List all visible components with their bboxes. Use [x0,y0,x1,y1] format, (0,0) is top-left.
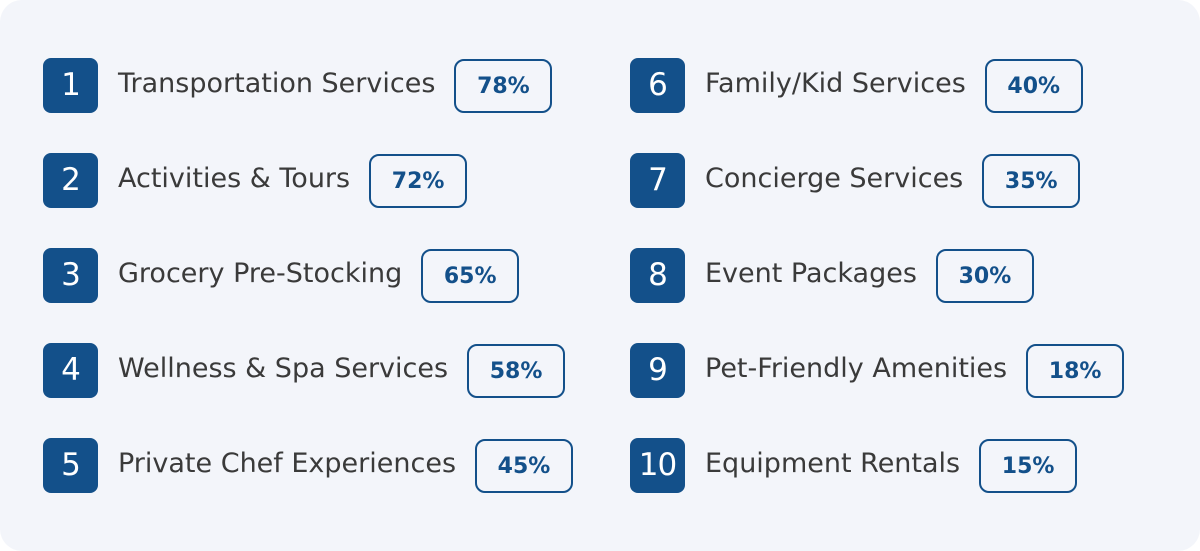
service-label: Event Packages [705,257,917,289]
list-item: 1 Transportation Services 78% [43,57,573,113]
left-column: 1 Transportation Services 78% 2 Activiti… [43,57,574,493]
rank-badge: 1 [43,57,98,113]
rank-badge: 6 [630,57,685,113]
percent-badge: 72% [369,154,468,208]
list-item: 10 Equipment Rentals 15% [630,437,1124,493]
percent-badge: 30% [935,249,1034,303]
list-item: 3 Grocery Pre-Stocking 65% [43,247,573,303]
rank-badge: 3 [43,247,98,303]
percent-badge: 15% [979,439,1078,493]
list-item: 9 Pet-Friendly Amenities 18% [630,342,1125,398]
percent-badge: 58% [467,344,566,398]
service-label: Concierge Services [705,162,964,194]
service-label: Family/Kid Services [705,67,966,99]
percent-badge: 40% [984,59,1083,113]
rank-badge: 10 [630,437,685,493]
percent-badge: 18% [1026,344,1125,398]
list-item: 2 Activities & Tours 72% [43,152,573,208]
percent-badge: 78% [454,59,553,113]
rank-badge: 8 [630,247,685,303]
rank-badge: 4 [43,342,98,398]
list-item: 8 Event Packages 30% [630,247,1124,303]
list-item: 6 Family/Kid Services 40% [630,57,1124,113]
percent-badge: 35% [982,154,1081,208]
service-label: Transportation Services [118,67,436,99]
service-label: Private Chef Experiences [118,447,457,479]
service-label: Wellness & Spa Services [118,352,449,384]
right-column: 6 Family/Kid Services 40% 7 Concierge Se… [630,57,1125,493]
list-item: 4 Wellness & Spa Services 58% [43,342,573,398]
service-label: Equipment Rentals [705,447,961,479]
rank-badge: 5 [43,437,98,493]
rank-badge: 9 [630,342,685,398]
rank-badge: 2 [43,152,98,208]
list-item: 7 Concierge Services 35% [630,152,1124,208]
list-item: 5 Private Chef Experiences 45% [43,437,574,493]
service-label: Activities & Tours [118,162,351,194]
service-label: Grocery Pre-Stocking [118,257,403,289]
service-label: Pet-Friendly Amenities [705,352,1008,384]
percent-badge: 45% [475,439,574,493]
percent-badge: 65% [421,249,520,303]
rank-badge: 7 [630,152,685,208]
